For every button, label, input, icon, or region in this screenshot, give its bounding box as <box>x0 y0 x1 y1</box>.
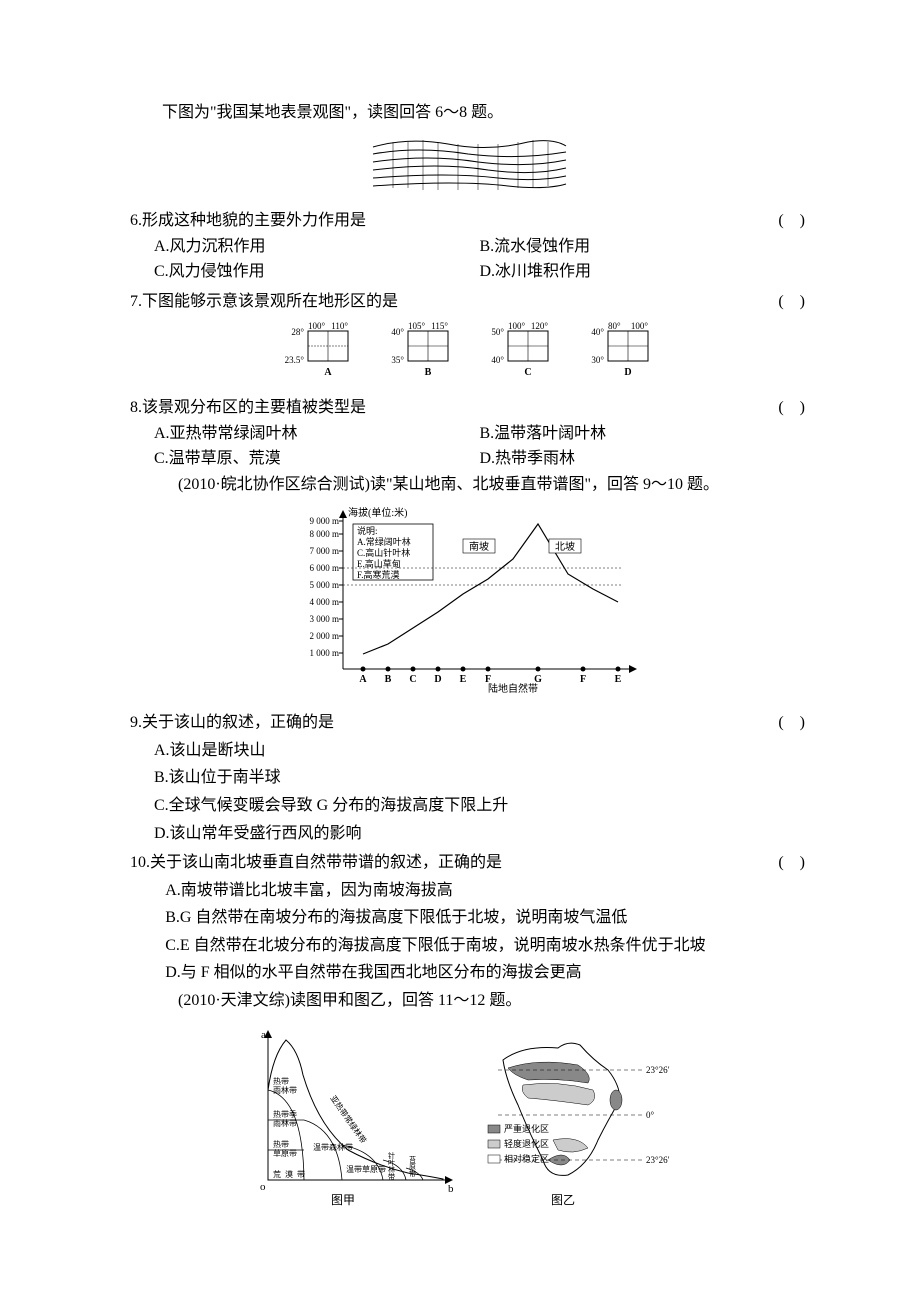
svg-text:亚热带常绿林带: 亚热带常绿林带 <box>328 1093 368 1145</box>
svg-text:说明:: 说明: <box>357 525 378 536</box>
svg-text:C: C <box>524 367 531 378</box>
svg-text:1 000 m: 1 000 m <box>309 648 339 658</box>
q10-stem: 10.关于该山南北坡垂直自然带带谱的叙述，正确的是 <box>130 850 745 876</box>
svg-text:100°: 100° <box>308 321 326 331</box>
svg-text:30°: 30° <box>591 355 604 365</box>
svg-text:B: B <box>384 674 391 685</box>
q9-option-c: C.全球气候变暖会导致 G 分布的海拔高度下限上升 <box>154 793 805 819</box>
svg-text:7 000 m: 7 000 m <box>309 546 339 556</box>
svg-text:D: D <box>624 367 631 378</box>
q9-stem: 9.关于该山的叙述，正确的是 <box>130 710 745 736</box>
svg-text:C.高山针叶林: C.高山针叶林 <box>357 547 410 558</box>
q10-option-c: C.E 自然带在北坡分布的海拔高度下限低于南坡，说明南坡水热条件优于北坡 <box>165 933 805 959</box>
svg-text:35°: 35° <box>391 355 404 365</box>
svg-text:2 000 m: 2 000 m <box>309 631 339 641</box>
svg-text:b: b <box>448 1183 454 1195</box>
q7-blank: ( ) <box>745 289 805 315</box>
q9-option-d: D.该山常年受盛行西风的影响 <box>154 821 805 847</box>
q8-blank: ( ) <box>745 395 805 421</box>
q10-option-d: D.与 F 相似的水平自然带在我国西北地区分布的海拔会更高 <box>165 960 805 986</box>
svg-text:轻度退化区: 轻度退化区 <box>504 1138 549 1149</box>
svg-text:E: E <box>614 674 621 685</box>
q7-stem: 7.下图能够示意该景观所在地形区的是 <box>130 289 745 315</box>
q6-blank: ( ) <box>745 208 805 234</box>
q6-option-a: A.风力沉积作用 <box>154 234 480 260</box>
svg-text:40°: 40° <box>491 355 504 365</box>
svg-text:F: F <box>579 674 585 685</box>
svg-text:A: A <box>359 674 367 685</box>
svg-text:F.高寒荒漠: F.高寒荒漠 <box>357 569 400 580</box>
svg-text:针叶林带: 针叶林带 <box>388 1151 395 1181</box>
svg-text:严重退化区: 严重退化区 <box>504 1123 549 1134</box>
q6-option-c: C.风力侵蚀作用 <box>154 259 480 285</box>
svg-text:南坡: 南坡 <box>469 540 489 553</box>
svg-text:B: B <box>424 367 431 378</box>
svg-text:温带森林带: 温带森林带 <box>313 1142 353 1152</box>
svg-text:105°: 105° <box>408 321 426 331</box>
q7-grids: 100° 110° 28° 23.5° A 105° 115° 40° 35° … <box>130 319 805 390</box>
svg-text:9 000 m: 9 000 m <box>309 516 339 526</box>
svg-text:相对稳定区: 相对稳定区 <box>504 1153 549 1164</box>
svg-text:荒 漠 带: 荒 漠 带 <box>273 1169 305 1179</box>
svg-text:40°: 40° <box>391 327 404 337</box>
svg-text:海拔(单位:米): 海拔(单位:米) <box>348 506 407 519</box>
svg-text:a: a <box>261 1029 266 1041</box>
svg-text:E: E <box>459 674 466 685</box>
svg-text:100°: 100° <box>630 321 648 331</box>
q9-option-b: B.该山位于南半球 <box>154 765 805 791</box>
svg-text:50°: 50° <box>491 327 504 337</box>
svg-text:80°: 80° <box>608 321 621 331</box>
intro-6-8: 下图为"我国某地表景观图"，读图回答 6～8 题。 <box>130 100 805 126</box>
svg-text:图甲: 图甲 <box>330 1193 354 1207</box>
q6-stem: 6.形成这种地貌的主要外力作用是 <box>130 208 745 234</box>
svg-text:6 000 m: 6 000 m <box>309 563 339 573</box>
svg-text:4 000 m: 4 000 m <box>309 597 339 607</box>
q8-option-b: B.温带落叶阔叶林 <box>480 421 806 447</box>
dual-figure: a b o 热带雨林带 热带季雨林带 热带草原带 荒 漠 带 亚热带常绿林带 <box>130 1020 805 1219</box>
svg-text:热带季雨林带: 热带季雨林带 <box>273 1109 297 1128</box>
svg-text:北坡: 北坡 <box>555 540 575 553</box>
q6-option-b: B.流水侵蚀作用 <box>480 234 806 260</box>
svg-text:115°: 115° <box>431 321 448 331</box>
svg-text:120°: 120° <box>530 321 548 331</box>
svg-text:28°: 28° <box>291 327 304 337</box>
svg-text:5 000 m: 5 000 m <box>309 580 339 590</box>
svg-text:热带雨林带: 热带雨林带 <box>273 1076 297 1095</box>
svg-text:3 000 m: 3 000 m <box>309 614 339 624</box>
q8-option-c: C.温带草原、荒漠 <box>154 446 480 472</box>
svg-text:D: D <box>434 674 441 685</box>
q10-option-a: A.南坡带谱比北坡丰富，因为南坡海拔高 <box>165 878 805 904</box>
svg-text:23°26′: 23°26′ <box>646 1155 670 1165</box>
q8-stem: 8.该景观分布区的主要植被类型是 <box>130 395 745 421</box>
svg-text:0°: 0° <box>646 1110 655 1120</box>
intro-11-12: (2010·天津文综)读图甲和图乙，回答 11～12 题。 <box>130 988 805 1014</box>
svg-text:C: C <box>409 674 416 685</box>
intro-9-10: (2010·皖北协作区综合测试)读"某山地南、北坡垂直带谱图"，回答 9～10 … <box>130 472 805 498</box>
svg-text:o: o <box>260 1181 266 1193</box>
q10-blank: ( ) <box>745 850 805 876</box>
svg-text:8 000 m: 8 000 m <box>309 529 339 539</box>
svg-text:A.常绿阔叶林: A.常绿阔叶林 <box>357 536 411 547</box>
svg-text:图乙: 图乙 <box>550 1193 574 1207</box>
mountain-chart: 海拔(单位:米) 1 000 m 2 000 m 3 000 m 4 000 m… <box>130 504 805 703</box>
svg-text:23°26′: 23°26′ <box>646 1065 670 1075</box>
svg-text:23.5°: 23.5° <box>284 355 304 365</box>
svg-text:110°: 110° <box>331 321 348 331</box>
q6-option-d: D.冰川堆积作用 <box>480 259 806 285</box>
svg-text:40°: 40° <box>591 327 604 337</box>
svg-text:A: A <box>324 367 332 378</box>
q9-option-a: A.该山是断块山 <box>154 738 805 764</box>
landscape-figure <box>130 132 805 201</box>
q8-option-d: D.热带季雨林 <box>480 446 806 472</box>
svg-text:温带草原带: 温带草原带 <box>346 1164 386 1174</box>
svg-text:100°: 100° <box>508 321 526 331</box>
q8-option-a: A.亚热带常绿阔叶林 <box>154 421 480 447</box>
svg-text:E.高山草甸: E.高山草甸 <box>357 558 401 569</box>
svg-text:陆地自然带: 陆地自然带 <box>488 682 538 694</box>
q10-option-b: B.G 自然带在南坡分布的海拔高度下限低于北坡，说明南坡气温低 <box>165 905 805 931</box>
svg-text:苔原带: 苔原带 <box>409 1155 416 1178</box>
q9-blank: ( ) <box>745 710 805 736</box>
svg-text:热带草原带: 热带草原带 <box>273 1139 297 1158</box>
